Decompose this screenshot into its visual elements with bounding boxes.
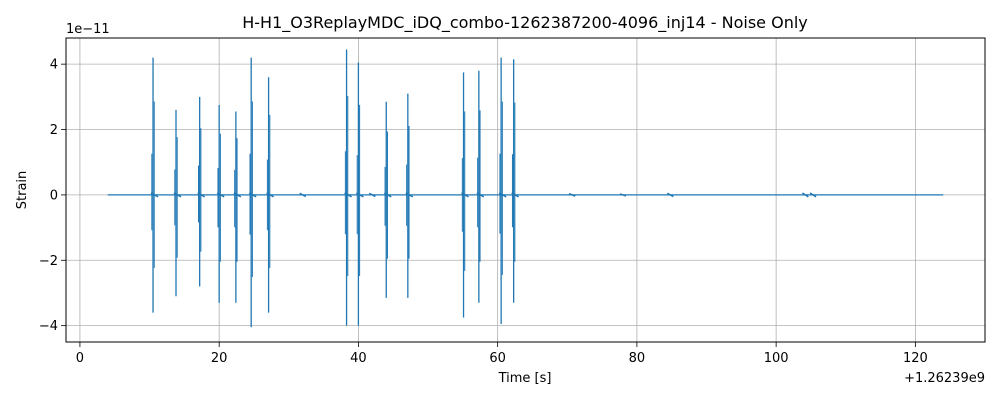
noise-feature bbox=[619, 193, 627, 197]
y-scale-label: 1e−11 bbox=[66, 22, 110, 37]
burst-ringdown bbox=[216, 192, 225, 198]
glitch-burst bbox=[498, 57, 507, 325]
glitch-burst bbox=[356, 62, 364, 326]
y-axis-label: Strain bbox=[15, 171, 30, 210]
burst-ringdown bbox=[233, 192, 242, 198]
burst-ringdown bbox=[266, 192, 274, 198]
y-tick-label: 0 bbox=[50, 188, 58, 203]
glitch-burst bbox=[266, 77, 274, 313]
noise-feature bbox=[801, 192, 809, 198]
y-tick-label: 4 bbox=[50, 58, 58, 73]
x-tick-label: 20 bbox=[211, 351, 228, 366]
glitch-burst bbox=[461, 72, 469, 318]
y-tick-label: −2 bbox=[39, 254, 58, 269]
burst-ringdown bbox=[150, 192, 159, 198]
burst-ringdown bbox=[511, 192, 520, 198]
glitch-burst bbox=[197, 96, 206, 287]
burst-ringdown bbox=[248, 192, 257, 198]
burst-ringdown bbox=[498, 192, 507, 198]
plot-area bbox=[107, 49, 944, 328]
glitch-burst bbox=[405, 93, 414, 298]
burst-ringdown bbox=[344, 192, 352, 198]
y-tick-label: 2 bbox=[50, 123, 58, 138]
burst-ringdown bbox=[383, 192, 392, 198]
axis-ticks: 0 20 40 60 80 100 120 −4 −2 0 2 4 bbox=[39, 58, 928, 366]
noise-feature bbox=[809, 192, 817, 198]
noise-feature bbox=[568, 192, 576, 197]
noise-feature bbox=[666, 192, 674, 198]
x-tick-label: 60 bbox=[489, 351, 506, 366]
glitch-burst bbox=[476, 70, 485, 303]
y-tick-label: −4 bbox=[39, 319, 58, 334]
x-tick-label: 100 bbox=[764, 351, 789, 366]
glitch-burst bbox=[216, 105, 225, 303]
burst-ringdown bbox=[405, 192, 414, 198]
x-offset-label: +1.26239e9 bbox=[904, 371, 985, 386]
noise-feature bbox=[299, 192, 307, 198]
x-axis-label: Time [s] bbox=[498, 371, 552, 386]
chart-title: H-H1_O3ReplayMDC_iDQ_combo-1262387200-40… bbox=[242, 13, 808, 33]
noise-feature bbox=[368, 192, 376, 198]
axes-frame bbox=[65, 37, 986, 343]
glitch-burst bbox=[233, 111, 242, 303]
burst-ringdown bbox=[197, 192, 206, 198]
glitch-burst bbox=[173, 109, 182, 297]
x-tick-label: 40 bbox=[350, 351, 367, 366]
x-tick-label: 80 bbox=[629, 351, 646, 366]
burst-ringdown bbox=[461, 192, 469, 198]
glitch-burst bbox=[344, 49, 352, 326]
glitch-burst bbox=[383, 101, 392, 298]
glitch-burst bbox=[248, 57, 257, 328]
glitch-burst bbox=[150, 57, 159, 313]
x-tick-label: 120 bbox=[903, 351, 928, 366]
burst-ringdown bbox=[476, 192, 485, 198]
glitch-burst bbox=[511, 59, 520, 303]
x-tick-label: 0 bbox=[76, 351, 84, 366]
burst-ringdown bbox=[356, 192, 364, 198]
burst-ringdown bbox=[173, 192, 182, 198]
